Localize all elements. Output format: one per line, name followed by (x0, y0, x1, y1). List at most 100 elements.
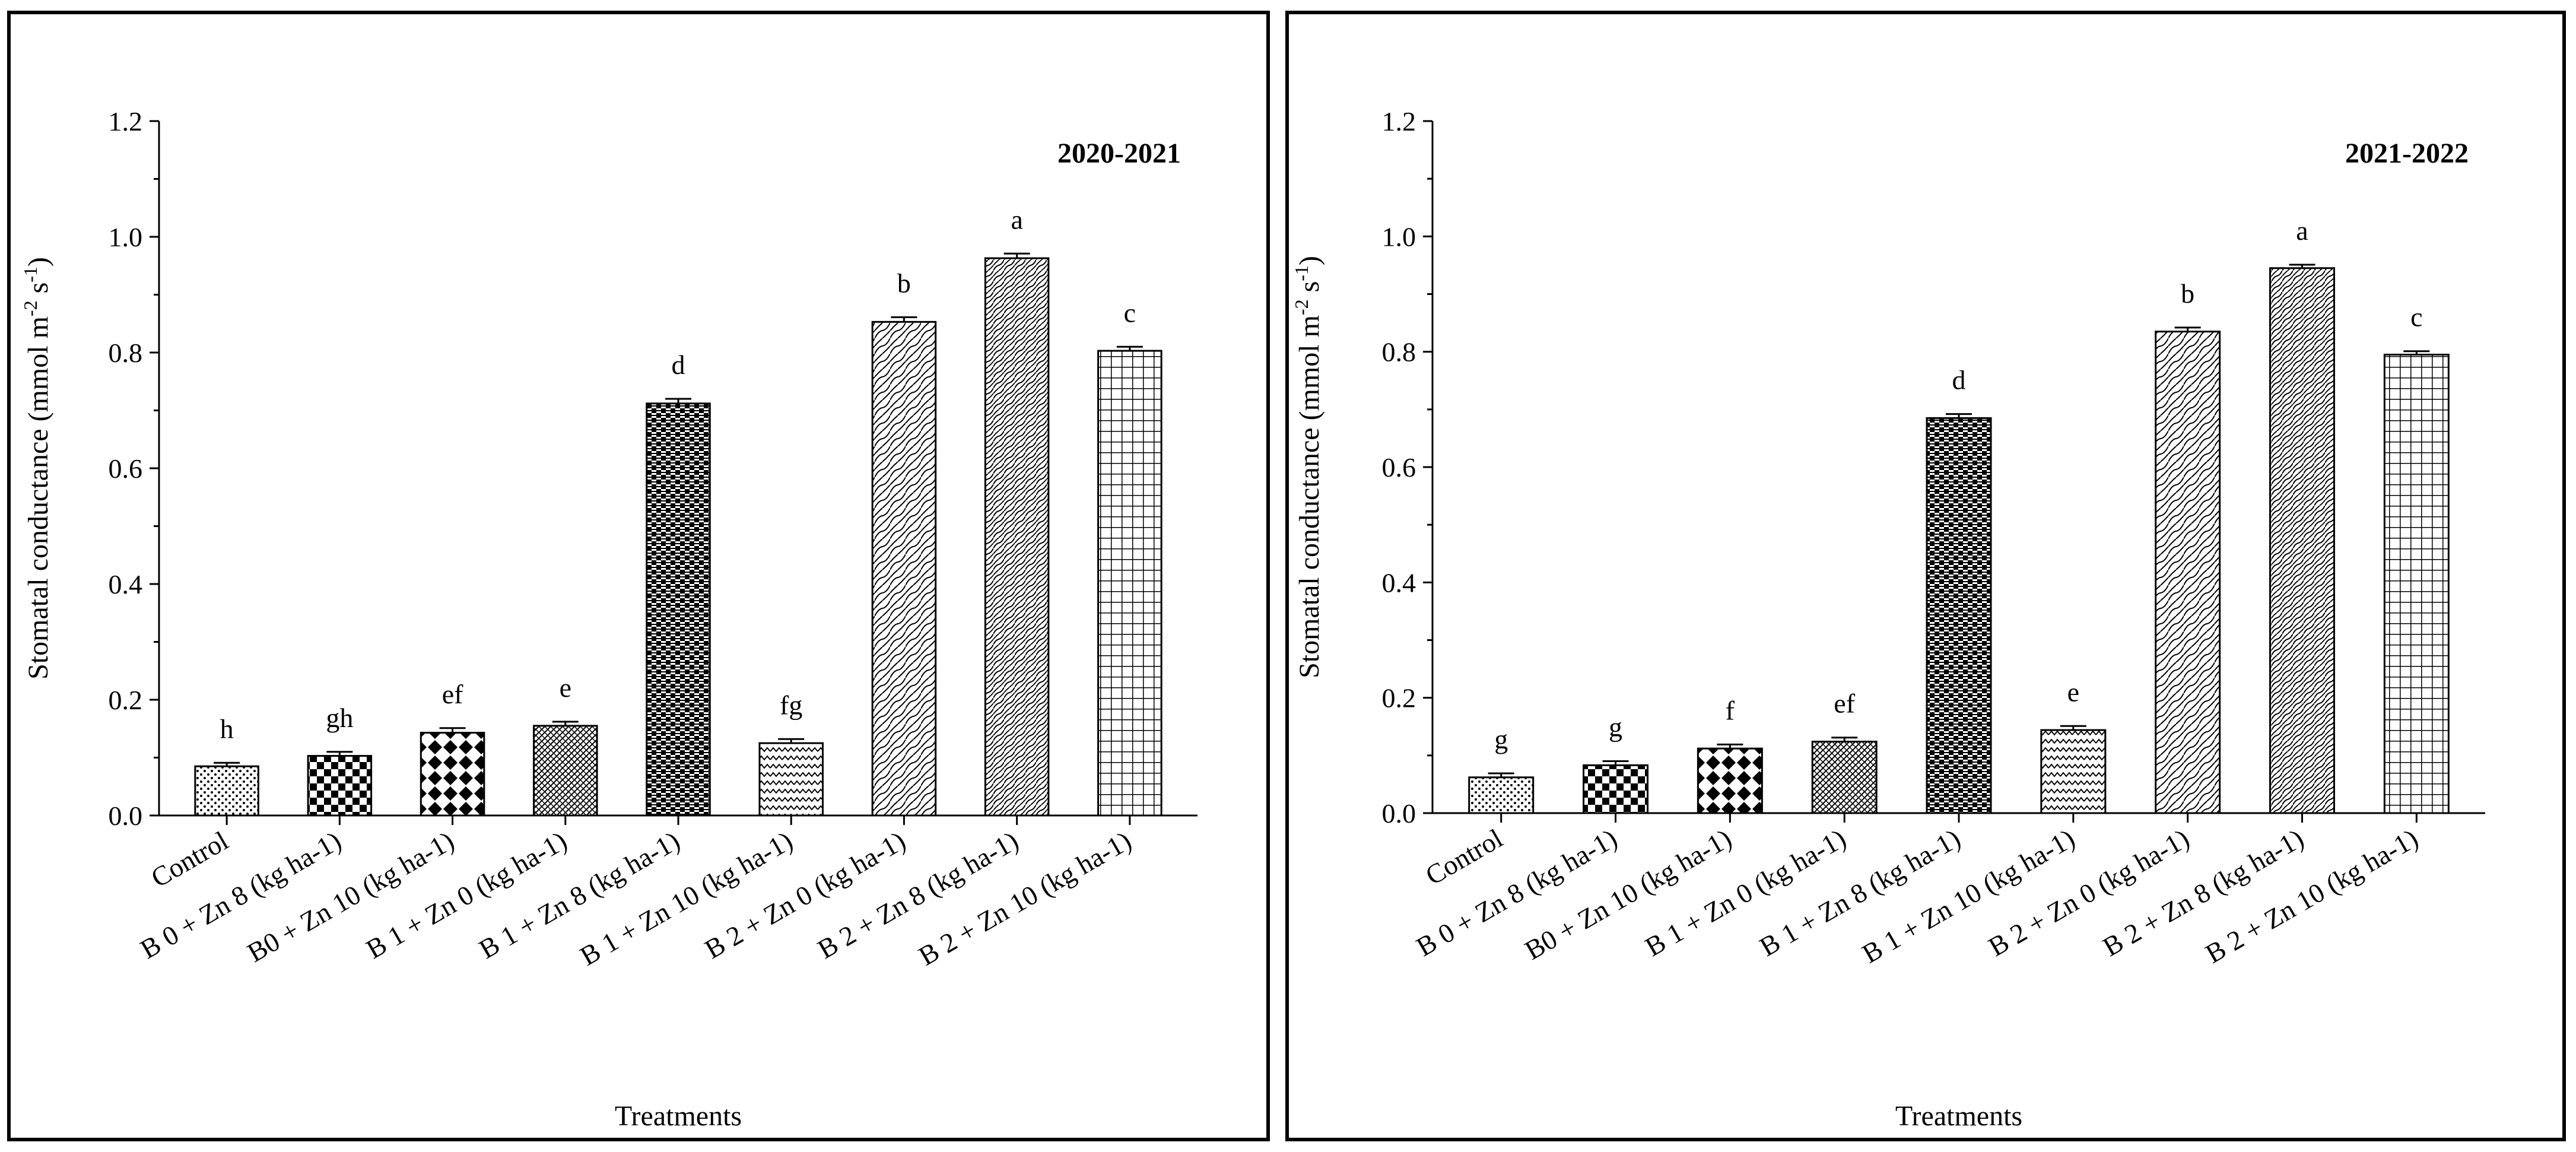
bar-2 (1583, 764, 1649, 814)
y-tick-label: 1.0 (1382, 221, 1416, 252)
bar-4 (1811, 741, 1878, 814)
y-tick-label: 0.6 (109, 453, 143, 484)
x-category-label-4: B 1 + Zn 0 (kg ha-1) (1640, 823, 1851, 962)
x-category-label-3: B0 + Zn 10 (kg ha-1) (1520, 823, 1737, 965)
chart-panel-2021-2022: 0.0 0.2 0.4 0.6 0.8 1.0 1.2 g Control g B 0 + Zn 8… (1285, 11, 2566, 1141)
panel-year-title: 2020-2021 (1057, 138, 1181, 169)
significance-letter-2: gh (326, 703, 353, 733)
significance-letter-9: c (1124, 297, 1136, 328)
bar-1 (194, 765, 259, 817)
bar-2 (307, 755, 373, 817)
y-tick-label: 0.4 (1382, 567, 1416, 598)
bar-8 (2269, 267, 2335, 814)
chart-svg-2020-2021: 0.0 0.2 0.4 0.6 0.8 1.0 1.2 h Control gh B 0 + Zn … (20, 106, 1198, 1132)
error-bar-4 (552, 721, 579, 726)
x-category-label-1: Control (1420, 823, 1507, 890)
y-axis-title-sup1: -2 (20, 300, 41, 316)
y-tick-label: 0.8 (1382, 337, 1416, 367)
bar-6 (758, 742, 824, 817)
bar-4 (533, 725, 598, 817)
error-bar-9 (2403, 350, 2430, 355)
y-tick-label: 1.0 (109, 222, 143, 252)
y-tick-label: 0.0 (1382, 798, 1416, 829)
significance-letter-6: e (2067, 677, 2079, 707)
x-category-label-9: B 2 + Zn 10 (kg ha-1) (2200, 823, 2423, 969)
bar-7 (871, 320, 937, 817)
significance-letter-1: h (220, 713, 234, 744)
bar-1 (1468, 776, 1535, 814)
x-category-label-9: B 2 + Zn 10 (kg ha-1) (913, 825, 1136, 971)
error-bar-8 (1003, 252, 1030, 259)
error-bar-7 (2174, 326, 2201, 332)
significance-letter-5: d (1952, 365, 1966, 395)
error-bar-2 (326, 751, 353, 756)
x-category-label-4: B 1 + Zn 0 (kg ha-1) (361, 825, 572, 964)
x-axis-title: Treatments (1895, 1100, 2022, 1132)
y-axis-title-mid: s (23, 283, 54, 301)
error-bar-3 (1717, 743, 1743, 749)
x-category-label-6: B 1 + Zn 10 (kg ha-1) (1857, 823, 2079, 969)
y-axis-title-sup2: -1 (20, 266, 41, 283)
significance-letter-3: ef (442, 679, 463, 709)
significance-letter-7: b (897, 268, 911, 299)
panel-year-title: 2021-2022 (2345, 138, 2469, 169)
error-bar-1 (214, 761, 240, 767)
y-axis-title-sup1: -2 (1291, 299, 1312, 315)
significance-letter-8: a (1011, 204, 1022, 234)
significance-letter-3: f (1726, 695, 1735, 725)
x-axis-title: Treatments (615, 1100, 742, 1132)
x-category-label-1: Control (146, 825, 233, 893)
error-bar-2 (1602, 760, 1629, 766)
significance-letter-2: g (1609, 712, 1622, 742)
error-bar-6 (2060, 725, 2086, 731)
significance-letter-8: a (2296, 215, 2308, 246)
y-tick-label: 0.2 (1382, 683, 1416, 713)
bar-5 (1926, 417, 1992, 814)
bar-3 (1697, 747, 1763, 814)
y-axis-title: Stomatal conductance (mmol m-2 s-1) (20, 257, 54, 680)
bar-6 (2040, 729, 2107, 814)
x-category-label-3: B0 + Zn 10 (kg ha-1) (242, 825, 459, 967)
y-axis-title-main: Stomatal conductance (mmol m (23, 316, 54, 680)
y-tick-label: 1.2 (109, 106, 143, 137)
y-axis-title-mid: s (1294, 281, 1325, 300)
error-bar-8 (2289, 264, 2315, 268)
significance-letter-5: d (672, 350, 685, 380)
bar-9 (2383, 354, 2450, 814)
bar-7 (2155, 331, 2221, 814)
bar-5 (646, 402, 711, 817)
y-tick-label: 0.8 (109, 338, 143, 368)
significance-letter-9: c (2410, 302, 2422, 332)
significance-letter-4: e (560, 672, 571, 703)
y-tick-label: 0.4 (109, 569, 143, 599)
y-tick-label: 0.2 (109, 685, 143, 715)
y-axis-title-end: ) (23, 257, 54, 266)
bar-3 (420, 732, 485, 817)
significance-letter-7: b (2181, 278, 2194, 309)
significance-letter-4: ef (1834, 688, 1855, 719)
chart-svg-2021-2022: 0.0 0.2 0.4 0.6 0.8 1.0 1.2 g Control g B 0 + Zn 8… (1291, 106, 2485, 1132)
error-bar-6 (778, 738, 805, 744)
error-bar-4 (1831, 737, 1858, 742)
error-bar-7 (891, 316, 917, 322)
x-category-label-7: B 2 + Zn 0 (kg ha-1) (1983, 823, 2194, 962)
y-axis-title-main: Stomatal conductance (mmol m (1294, 315, 1325, 678)
chart-panel-2020-2021: 0.0 0.2 0.4 0.6 0.8 1.0 1.2 h Control gh B 0 + Zn … (7, 11, 1270, 1141)
x-category-label-2: B 0 + Zn 8 (kg ha-1) (135, 825, 347, 964)
significance-letter-6: fg (780, 690, 802, 720)
error-bar-3 (439, 727, 466, 733)
y-tick-label: 0.6 (1382, 452, 1416, 483)
error-bar-9 (1116, 345, 1143, 351)
y-axis-title-end: ) (1294, 256, 1325, 265)
x-category-label-6: B 1 + Zn 10 (kg ha-1) (575, 825, 798, 971)
bar-8 (984, 257, 1050, 817)
error-bar-5 (1946, 413, 1972, 418)
y-axis-title: Stomatal conductance (mmol m-2 s-1) (1291, 256, 1325, 678)
y-tick-label: 1.2 (1382, 106, 1416, 137)
x-category-label-7: B 2 + Zn 0 (kg ha-1) (700, 825, 911, 964)
error-bar-1 (1488, 772, 1514, 777)
error-bar-5 (665, 398, 691, 404)
x-category-label-2: B 0 + Zn 8 (kg ha-1) (1411, 823, 1622, 962)
significance-letter-1: g (1494, 724, 1508, 754)
y-tick-label: 0.0 (109, 801, 143, 831)
